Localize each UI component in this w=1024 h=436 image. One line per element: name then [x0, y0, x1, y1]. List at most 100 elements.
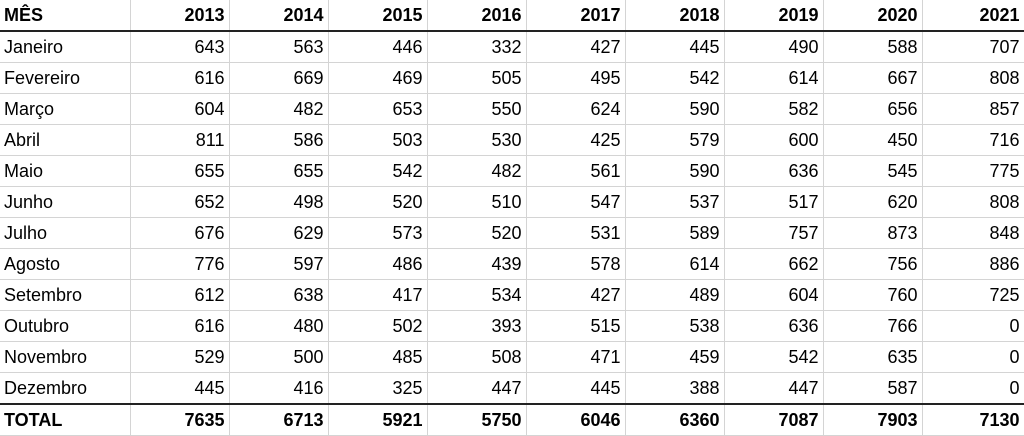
value-cell[interactable]: 542	[328, 155, 428, 187]
value-cell[interactable]: 600	[724, 124, 824, 156]
value-cell[interactable]: 439	[427, 248, 527, 280]
value-cell[interactable]: 416	[229, 372, 329, 405]
value-cell[interactable]: 500	[229, 341, 329, 373]
header-cell-year[interactable]: 2018	[625, 0, 725, 32]
value-cell[interactable]: 886	[922, 248, 1024, 280]
value-cell[interactable]: 614	[724, 62, 824, 94]
value-cell[interactable]: 716	[922, 124, 1024, 156]
value-cell[interactable]: 857	[922, 93, 1024, 125]
total-cell[interactable]: 7087	[724, 403, 824, 436]
value-cell[interactable]: 538	[625, 310, 725, 342]
value-cell[interactable]: 760	[823, 279, 923, 311]
header-cell-month[interactable]: MÊS	[0, 0, 131, 32]
value-cell[interactable]: 471	[526, 341, 626, 373]
total-cell[interactable]: 6713	[229, 403, 329, 436]
value-cell[interactable]: 589	[625, 217, 725, 249]
value-cell[interactable]: 775	[922, 155, 1024, 187]
value-cell[interactable]: 495	[526, 62, 626, 94]
value-cell[interactable]: 597	[229, 248, 329, 280]
value-cell[interactable]: 588	[823, 31, 923, 63]
value-cell[interactable]: 667	[823, 62, 923, 94]
value-cell[interactable]: 489	[625, 279, 725, 311]
value-cell[interactable]: 502	[328, 310, 428, 342]
header-cell-year[interactable]: 2014	[229, 0, 329, 32]
month-cell[interactable]: Setembro	[0, 279, 131, 311]
total-cell[interactable]: 6046	[526, 403, 626, 436]
value-cell[interactable]: 427	[526, 31, 626, 63]
value-cell[interactable]: 655	[130, 155, 230, 187]
value-cell[interactable]: 662	[724, 248, 824, 280]
value-cell[interactable]: 0	[922, 310, 1024, 342]
month-cell[interactable]: Agosto	[0, 248, 131, 280]
value-cell[interactable]: 459	[625, 341, 725, 373]
month-cell[interactable]: Maio	[0, 155, 131, 187]
value-cell[interactable]: 873	[823, 217, 923, 249]
value-cell[interactable]: 517	[724, 186, 824, 218]
value-cell[interactable]: 638	[229, 279, 329, 311]
value-cell[interactable]: 486	[328, 248, 428, 280]
value-cell[interactable]: 643	[130, 31, 230, 63]
value-cell[interactable]: 669	[229, 62, 329, 94]
value-cell[interactable]: 636	[724, 310, 824, 342]
value-cell[interactable]: 848	[922, 217, 1024, 249]
total-cell[interactable]: 5750	[427, 403, 527, 436]
total-cell[interactable]: 7130	[922, 403, 1024, 436]
value-cell[interactable]: 616	[130, 310, 230, 342]
value-cell[interactable]: 616	[130, 62, 230, 94]
value-cell[interactable]: 579	[625, 124, 725, 156]
value-cell[interactable]: 485	[328, 341, 428, 373]
total-cell[interactable]: 6360	[625, 403, 725, 436]
value-cell[interactable]: 508	[427, 341, 527, 373]
value-cell[interactable]: 388	[625, 372, 725, 405]
header-cell-year[interactable]: 2017	[526, 0, 626, 32]
value-cell[interactable]: 545	[823, 155, 923, 187]
month-cell[interactable]: Junho	[0, 186, 131, 218]
value-cell[interactable]: 635	[823, 341, 923, 373]
value-cell[interactable]: 445	[526, 372, 626, 405]
value-cell[interactable]: 811	[130, 124, 230, 156]
header-cell-year[interactable]: 2020	[823, 0, 923, 32]
value-cell[interactable]: 445	[625, 31, 725, 63]
value-cell[interactable]: 542	[724, 341, 824, 373]
value-cell[interactable]: 445	[130, 372, 230, 405]
month-cell[interactable]: Julho	[0, 217, 131, 249]
value-cell[interactable]: 530	[427, 124, 527, 156]
value-cell[interactable]: 531	[526, 217, 626, 249]
value-cell[interactable]: 707	[922, 31, 1024, 63]
value-cell[interactable]: 482	[229, 93, 329, 125]
value-cell[interactable]: 447	[427, 372, 527, 405]
value-cell[interactable]: 582	[724, 93, 824, 125]
month-cell[interactable]: Fevereiro	[0, 62, 131, 94]
value-cell[interactable]: 656	[823, 93, 923, 125]
value-cell[interactable]: 808	[922, 186, 1024, 218]
total-cell[interactable]: 7903	[823, 403, 923, 436]
value-cell[interactable]: 563	[229, 31, 329, 63]
value-cell[interactable]: 614	[625, 248, 725, 280]
value-cell[interactable]: 0	[922, 372, 1024, 405]
value-cell[interactable]: 547	[526, 186, 626, 218]
value-cell[interactable]: 332	[427, 31, 527, 63]
value-cell[interactable]: 534	[427, 279, 527, 311]
value-cell[interactable]: 604	[724, 279, 824, 311]
month-cell[interactable]: Outubro	[0, 310, 131, 342]
total-cell[interactable]: 5921	[328, 403, 428, 436]
value-cell[interactable]: 586	[229, 124, 329, 156]
value-cell[interactable]: 808	[922, 62, 1024, 94]
value-cell[interactable]: 578	[526, 248, 626, 280]
value-cell[interactable]: 0	[922, 341, 1024, 373]
value-cell[interactable]: 604	[130, 93, 230, 125]
value-cell[interactable]: 505	[427, 62, 527, 94]
month-cell[interactable]: Março	[0, 93, 131, 125]
header-cell-year[interactable]: 2021	[922, 0, 1024, 32]
month-cell[interactable]: Abril	[0, 124, 131, 156]
value-cell[interactable]: 561	[526, 155, 626, 187]
value-cell[interactable]: 490	[724, 31, 824, 63]
value-cell[interactable]: 756	[823, 248, 923, 280]
value-cell[interactable]: 573	[328, 217, 428, 249]
value-cell[interactable]: 587	[823, 372, 923, 405]
value-cell[interactable]: 529	[130, 341, 230, 373]
header-cell-year[interactable]: 2019	[724, 0, 824, 32]
value-cell[interactable]: 624	[526, 93, 626, 125]
value-cell[interactable]: 612	[130, 279, 230, 311]
value-cell[interactable]: 469	[328, 62, 428, 94]
